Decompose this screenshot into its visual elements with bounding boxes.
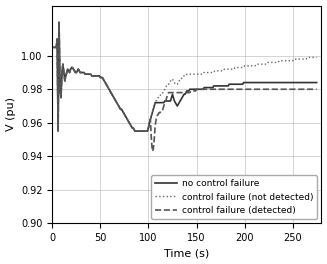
control failure (detected) — [315, 88, 318, 91]
no control failure — [210, 86, 214, 89]
control failure (detected) — [86, 73, 90, 76]
Line: control failure (detected): control failure (detected) — [52, 22, 317, 151]
no control failure — [315, 81, 318, 84]
control failure (detected) — [187, 91, 191, 94]
control failure (not detected) — [57, 21, 61, 24]
no control failure — [236, 83, 240, 86]
control failure (not detected) — [87, 73, 91, 76]
no control failure — [50, 46, 54, 49]
no control failure — [56, 130, 60, 133]
control failure (detected) — [190, 89, 194, 92]
control failure (not detected) — [187, 73, 191, 76]
control failure (not detected) — [315, 56, 318, 59]
control failure (detected) — [150, 150, 154, 153]
control failure (detected) — [50, 46, 54, 49]
control failure (not detected) — [56, 130, 60, 133]
control failure (detected) — [149, 136, 153, 139]
control failure (not detected) — [210, 71, 214, 74]
Legend: no control failure, control failure (not detected), control failure (detected): no control failure, control failure (not… — [151, 175, 317, 219]
control failure (detected) — [210, 88, 214, 91]
no control failure — [190, 88, 194, 91]
no control failure — [187, 89, 191, 92]
control failure (not detected) — [190, 73, 194, 76]
control failure (not detected) — [150, 111, 154, 114]
control failure (not detected) — [50, 46, 54, 49]
control failure (not detected) — [236, 66, 240, 69]
control failure (detected) — [57, 21, 61, 24]
no control failure — [150, 111, 154, 114]
X-axis label: Time (s): Time (s) — [164, 248, 210, 258]
Line: no control failure: no control failure — [52, 22, 317, 131]
no control failure — [57, 21, 61, 24]
no control failure — [87, 73, 91, 76]
Line: control failure (not detected): control failure (not detected) — [52, 22, 317, 131]
Y-axis label: V (pu): V (pu) — [6, 97, 16, 131]
control failure (detected) — [236, 88, 240, 91]
